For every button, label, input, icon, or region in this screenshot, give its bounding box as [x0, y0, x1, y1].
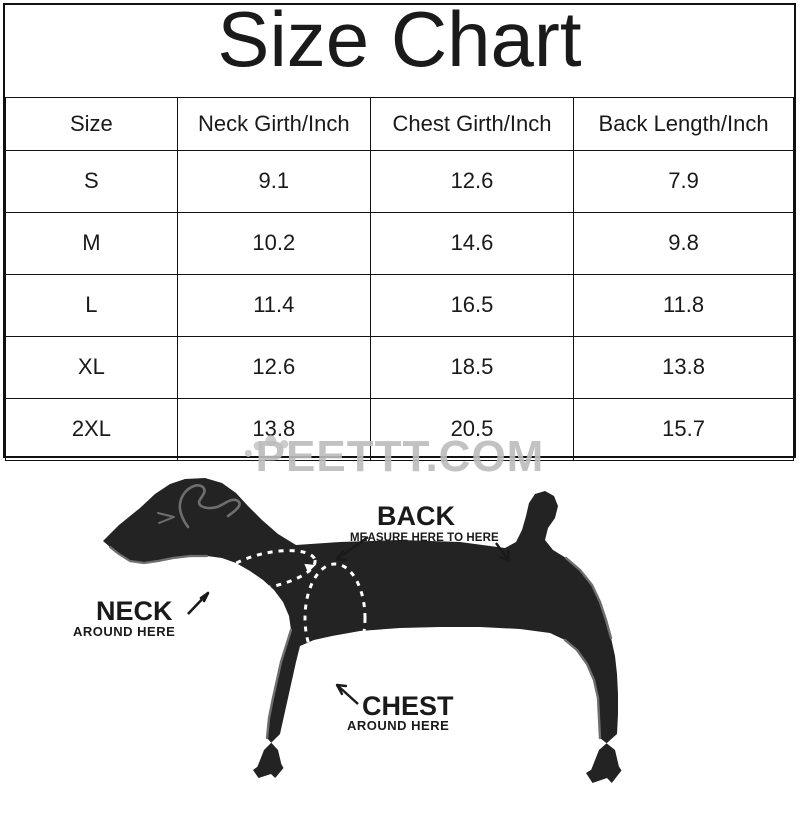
svg-text:AROUND HERE: AROUND HERE: [347, 718, 449, 733]
svg-text:BACK: BACK: [377, 501, 455, 531]
svg-text:MEASURE HERE TO HERE: MEASURE HERE TO HERE: [350, 532, 499, 544]
svg-text:AROUND HERE: AROUND HERE: [73, 624, 175, 639]
svg-text:NECK: NECK: [96, 596, 173, 626]
svg-text:CHEST: CHEST: [362, 691, 454, 721]
